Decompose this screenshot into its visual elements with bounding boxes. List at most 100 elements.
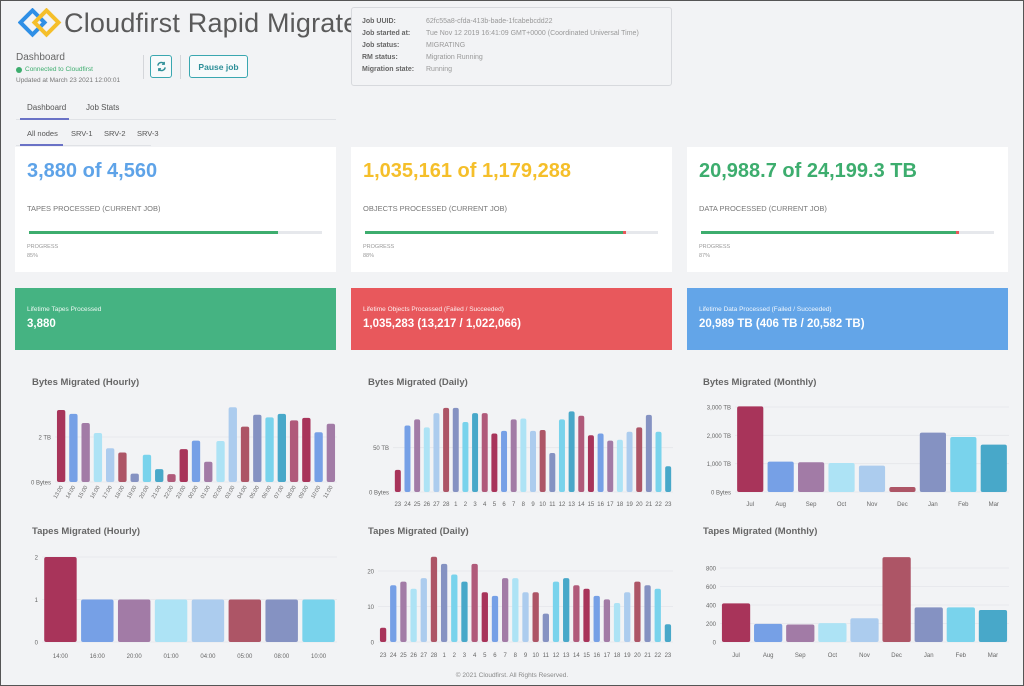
tab-srv-1[interactable]: SRV-1 xyxy=(71,129,93,138)
bar xyxy=(204,461,213,482)
tab-srv-3[interactable]: SRV-3 xyxy=(137,129,159,138)
x-tick-label: 20:00 xyxy=(127,654,143,660)
x-tick-label: 14:00 xyxy=(53,654,69,660)
bar xyxy=(919,432,946,492)
chart-title: Tapes Migrated (Hourly) xyxy=(32,526,141,537)
chart-title: Bytes Migrated (Daily) xyxy=(368,377,468,388)
updated-timestamp: Updated at March 23 2021 12:00:01 xyxy=(16,77,121,84)
job-info-label: Job status: xyxy=(362,42,400,49)
bar xyxy=(626,431,633,492)
x-tick-label: 1 xyxy=(442,653,446,659)
card-caption: TAPES PROCESSED (CURRENT JOB) xyxy=(27,204,161,213)
bar xyxy=(616,439,623,492)
bar xyxy=(452,407,459,492)
x-tick-label: 27 xyxy=(420,653,427,659)
x-tick-label: 20 xyxy=(636,502,643,508)
job-info-value: MIGRATING xyxy=(426,42,466,49)
bar-chart: 0 Bytes 2 TB 13:00 14:00 15:00 16:00 17:00 18:0… xyxy=(31,407,337,500)
x-tick-label: 17 xyxy=(604,653,611,659)
bar xyxy=(81,599,114,642)
y-tick-label: 50 TB xyxy=(373,446,389,452)
progress-value: 85% xyxy=(27,253,39,259)
bar xyxy=(721,603,751,642)
x-tick-label: 14 xyxy=(573,653,580,659)
bar xyxy=(433,413,440,492)
x-tick-label: 12 xyxy=(559,502,566,508)
bar xyxy=(228,599,262,642)
bar xyxy=(665,466,672,492)
x-tick-label: 18 xyxy=(614,653,621,659)
bar xyxy=(858,465,886,492)
x-tick-label: 21:00 xyxy=(151,485,163,500)
x-tick-label: Oct xyxy=(828,653,838,659)
x-tick-label: 13:00 xyxy=(53,485,65,500)
bar xyxy=(552,581,560,642)
progress-value: 87% xyxy=(699,253,711,259)
bar xyxy=(950,437,977,492)
status-dot-icon xyxy=(16,66,22,73)
lifetime-title: Lifetime Data Processed (Failed / Succee… xyxy=(699,306,832,313)
job-info-label: RM status: xyxy=(362,54,398,61)
x-tick-label: Jan xyxy=(924,653,934,659)
bar xyxy=(277,413,286,482)
active-node-tab-indicator xyxy=(20,144,63,146)
x-tick-label: 22:00 xyxy=(163,485,175,500)
x-tick-label: 11 xyxy=(543,653,550,659)
bar xyxy=(93,432,103,482)
refresh-button[interactable] xyxy=(150,55,172,78)
bar xyxy=(69,413,78,482)
progress-bar xyxy=(365,231,658,234)
x-tick-label: 4 xyxy=(483,502,487,508)
tab-dashboard[interactable]: Dashboard xyxy=(27,103,67,112)
x-tick-label: 6 xyxy=(493,653,497,659)
job-info-label: Job started at: xyxy=(362,30,411,37)
tab-job-stats[interactable]: Job Stats xyxy=(86,103,120,112)
x-tick-label: 8 xyxy=(514,653,518,659)
y-tick-label: 2 xyxy=(35,556,39,562)
bar-chart: 0 Bytes 1,000 TB 2,000 TB 3,000 TB Jul Aug Sep… xyxy=(707,406,1009,508)
bar xyxy=(81,423,90,482)
y-tick-label: 2,000 TB xyxy=(707,434,731,440)
x-tick-label: 9 xyxy=(531,502,535,508)
x-tick-label: 05:00 xyxy=(237,654,253,660)
x-tick-label: Aug xyxy=(763,653,774,659)
bar xyxy=(265,599,298,642)
tab-all-nodes[interactable]: All nodes xyxy=(27,129,58,138)
x-tick-label: 15 xyxy=(583,653,590,659)
bar xyxy=(549,453,556,492)
bar xyxy=(130,473,139,482)
x-tick-label: 3 xyxy=(473,502,477,508)
x-tick-label: 07:00 xyxy=(273,485,285,500)
y-tick-label: 400 xyxy=(706,604,717,610)
bar xyxy=(664,624,672,642)
x-tick-label: 16 xyxy=(593,653,600,659)
x-tick-label: 11:00 xyxy=(323,485,335,500)
job-info-row: Job started at: Tue Nov 12 2019 16:41:09 … xyxy=(362,28,661,40)
chart-title: Bytes Migrated (Monthly) xyxy=(703,377,817,388)
x-tick-label: 15 xyxy=(588,502,595,508)
divider xyxy=(180,55,181,79)
x-tick-label: 16:00 xyxy=(90,485,102,500)
tab-divider xyxy=(16,119,336,120)
x-tick-label: 16:00 xyxy=(90,654,106,660)
x-tick-label: 06:00 xyxy=(261,485,273,500)
x-tick-label: Jul xyxy=(746,502,754,508)
tab-srv-2[interactable]: SRV-2 xyxy=(104,129,126,138)
x-tick-label: 19:00 xyxy=(126,485,138,500)
bar xyxy=(440,563,448,642)
x-tick-label: 23:00 xyxy=(175,485,187,500)
x-tick-label: Mar xyxy=(988,653,998,659)
bar xyxy=(400,581,407,642)
x-tick-label: 8 xyxy=(522,502,526,508)
x-tick-label: 1 xyxy=(454,502,458,508)
bar xyxy=(583,588,590,642)
card-caption: OBJECTS PROCESSED (CURRENT JOB) xyxy=(363,204,508,213)
x-tick-label: 25 xyxy=(414,502,421,508)
x-tick-label: Dec xyxy=(897,502,908,508)
x-tick-label: 02:00 xyxy=(212,485,224,500)
y-tick-label: 20 xyxy=(367,570,374,576)
bar xyxy=(737,406,764,492)
x-tick-label: Feb xyxy=(958,502,969,508)
pause-job-button[interactable]: Pause job xyxy=(189,55,248,78)
y-tick-label: 600 xyxy=(706,585,717,591)
